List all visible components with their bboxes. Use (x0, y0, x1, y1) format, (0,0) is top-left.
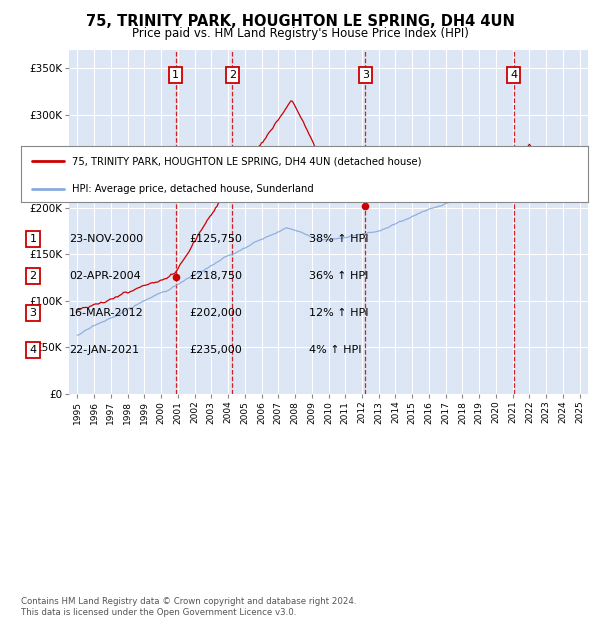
Text: 2: 2 (229, 69, 236, 80)
Text: 38% ↑ HPI: 38% ↑ HPI (309, 234, 368, 244)
Text: 3: 3 (362, 69, 369, 80)
Text: £218,750: £218,750 (189, 271, 242, 281)
Text: 36% ↑ HPI: 36% ↑ HPI (309, 271, 368, 281)
Text: 4: 4 (510, 69, 517, 80)
Text: £125,750: £125,750 (189, 234, 242, 244)
Text: 1: 1 (172, 69, 179, 80)
Text: Price paid vs. HM Land Registry's House Price Index (HPI): Price paid vs. HM Land Registry's House … (131, 27, 469, 40)
Text: 3: 3 (29, 308, 37, 318)
Text: 02-APR-2004: 02-APR-2004 (69, 271, 141, 281)
Text: 4: 4 (29, 345, 37, 355)
Text: 1: 1 (29, 234, 37, 244)
Text: 23-NOV-2000: 23-NOV-2000 (69, 234, 143, 244)
Text: 12% ↑ HPI: 12% ↑ HPI (309, 308, 368, 318)
Text: HPI: Average price, detached house, Sunderland: HPI: Average price, detached house, Sund… (72, 184, 314, 194)
Text: £202,000: £202,000 (189, 308, 242, 318)
Text: 75, TRINITY PARK, HOUGHTON LE SPRING, DH4 4UN (detached house): 75, TRINITY PARK, HOUGHTON LE SPRING, DH… (72, 156, 422, 166)
Text: 75, TRINITY PARK, HOUGHTON LE SPRING, DH4 4UN: 75, TRINITY PARK, HOUGHTON LE SPRING, DH… (86, 14, 514, 29)
Text: 22-JAN-2021: 22-JAN-2021 (69, 345, 139, 355)
Text: 4% ↑ HPI: 4% ↑ HPI (309, 345, 361, 355)
Text: Contains HM Land Registry data © Crown copyright and database right 2024.
This d: Contains HM Land Registry data © Crown c… (21, 598, 356, 617)
Text: £235,000: £235,000 (189, 345, 242, 355)
Text: 2: 2 (29, 271, 37, 281)
Text: 16-MAR-2012: 16-MAR-2012 (69, 308, 144, 318)
